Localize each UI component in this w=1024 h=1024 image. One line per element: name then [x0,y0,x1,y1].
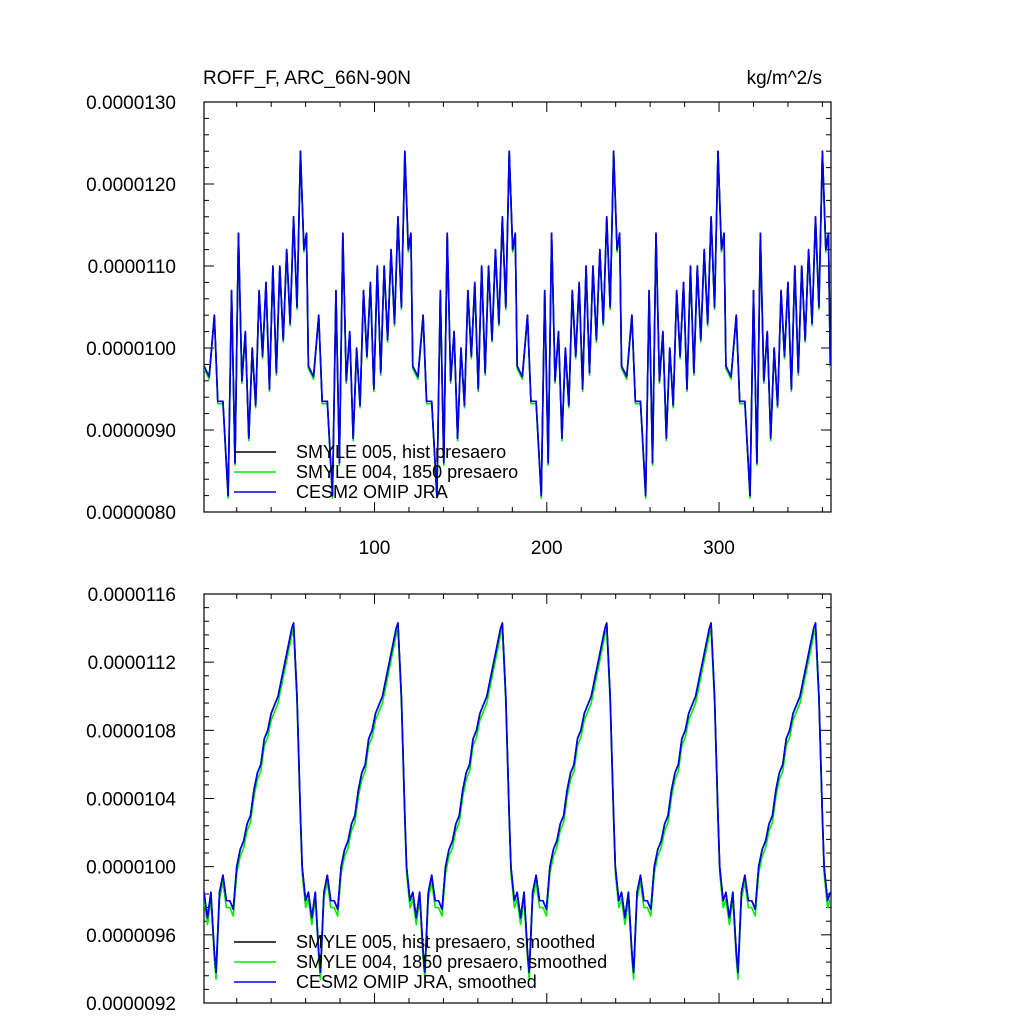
y-tick-label: 0.0000104 [86,790,176,811]
y-tick-label: 0.0000092 [86,994,176,1015]
y-tick-label: 0.0000100 [86,858,176,879]
series-line [204,622,831,974]
series-line [204,622,831,974]
y-tick-label: 0.0000116 [88,585,176,606]
y-tick-label: 0.0000110 [88,257,176,278]
y-tick-label: 0.0000120 [86,175,176,196]
legend-label: SMYLE 005, hist presaero [296,442,506,462]
x-tick-label: 100 [359,538,391,559]
panel-smoothed: 0.0000092 0.0000096 0.0000100 0.0000104 0.00… [86,585,832,1015]
x-tick-label: 300 [703,538,735,559]
series-line [204,628,831,980]
series-line [204,152,831,499]
legend-label: SMYLE 004, 1850 presaero, smoothed [296,952,607,972]
legend-label: CESM2 OMIP JRA, smoothed [296,972,537,992]
y-tick-label: 0.0000108 [86,721,176,742]
x-tick-label: 200 [531,538,563,559]
y-tick-label: 0.0000112 [88,653,176,674]
series-line [204,150,831,497]
y-tick-label: 0.0000100 [86,339,176,360]
legend-label: CESM2 OMIP JRA [296,482,448,502]
units-label: kg/m^2/s [747,68,822,89]
y-tick-label: 0.0000096 [86,926,176,947]
plot-frame [203,101,832,513]
y-tick-label: 0.0000090 [86,421,176,442]
legend-label: SMYLE 004, 1850 presaero [296,462,518,482]
panel-raw: 0.0000080 0.0000090 0.0000100 0.0000110 0.00… [86,93,832,559]
y-tick-label: 0.0000130 [86,93,176,114]
legend-label: SMYLE 005, hist presaero, smoothed [296,932,595,952]
y-tick-label: 0.0000080 [86,503,176,524]
plot-title: ROFF_F, ARC_66N-90N [203,68,411,89]
